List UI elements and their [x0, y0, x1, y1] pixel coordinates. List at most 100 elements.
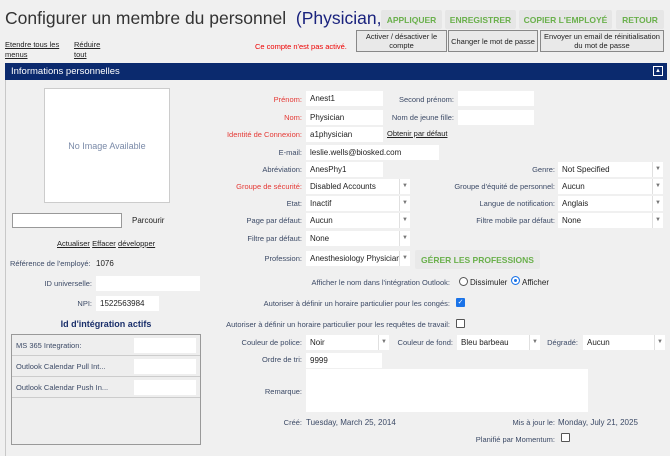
default-filter-value: None — [310, 234, 330, 243]
integration-input[interactable] — [134, 380, 196, 395]
chevron-down-icon: ▼ — [529, 335, 540, 350]
updated-value: Monday, July 21, 2025 — [558, 418, 638, 427]
outlook-label: Afficher le nom dans l'intégration Outlo… — [311, 278, 450, 287]
employee-ref-value: 1076 — [96, 259, 114, 268]
universal-id-label: ID universelle: — [44, 279, 92, 288]
notif-lang-label: Langue de notification: — [479, 199, 555, 208]
chevron-down-icon: ▼ — [652, 213, 663, 228]
font-color-value: Noir — [310, 338, 325, 347]
toggle-account-button[interactable]: Activer / désactiver le compte — [356, 30, 447, 52]
mobile-filter-select[interactable]: None ▼ — [558, 213, 663, 228]
font-color-select[interactable]: Noir ▼ — [306, 335, 389, 350]
gradient-value: Aucun — [587, 338, 610, 347]
chevron-down-icon: ▼ — [652, 179, 663, 194]
gender-value: Not Specified — [562, 165, 610, 174]
no-image-text: No Image Available — [68, 140, 146, 151]
momentum-checkbox[interactable] — [561, 433, 570, 442]
gender-select[interactable]: Not Specified ▼ — [558, 162, 663, 177]
first-name-input[interactable]: Anest1 — [306, 91, 383, 106]
expand-all-link[interactable]: Etendre tous les menus — [5, 40, 60, 59]
login-input[interactable]: a1physician — [306, 127, 383, 142]
default-filter-select[interactable]: None ▼ — [306, 231, 410, 246]
equity-group-select[interactable]: Aucun ▼ — [558, 179, 663, 194]
created-value: Tuesday, March 25, 2014 — [306, 418, 396, 427]
employee-ref-label: Référence de l'employé: — [10, 259, 91, 268]
divider — [5, 80, 6, 456]
chevron-down-icon: ▼ — [399, 196, 410, 211]
universal-id-input[interactable] — [96, 276, 200, 291]
section-header: Informations personnelles — [5, 63, 667, 80]
hide-radio-label: Dissimuler — [470, 278, 508, 287]
collapse-section-icon[interactable]: ▲ — [653, 66, 663, 76]
email-input[interactable]: leslie.wells@biosked.com — [306, 145, 439, 160]
remark-label: Remarque: — [264, 387, 302, 396]
profession-select[interactable]: Anesthesiology Physician ▼ — [306, 251, 410, 266]
abbrev-label: Abréviation: — [262, 165, 302, 174]
profession-label: Profession: — [264, 254, 302, 263]
state-select[interactable]: Inactif ▼ — [306, 196, 410, 211]
middle-name-input[interactable] — [458, 91, 534, 106]
font-color-label: Couleur de police: — [241, 338, 302, 347]
maiden-name-input[interactable] — [458, 110, 534, 125]
back-button[interactable]: RETOUR — [616, 10, 664, 29]
section-title: Informations personnelles — [11, 66, 120, 77]
chevron-down-icon: ▼ — [399, 213, 410, 228]
mobile-filter-value: None — [562, 216, 582, 225]
collapse-all-link[interactable]: Réduire tout — [74, 40, 101, 59]
last-name-input[interactable]: Physician — [306, 110, 383, 125]
work-schedule-checkbox[interactable] — [456, 319, 465, 328]
middle-name-label: Second prénom: — [398, 95, 454, 104]
first-name-label: Prénom: — [273, 95, 302, 104]
send-reset-email-button[interactable]: Envoyer un email de réinitialisation du … — [540, 30, 664, 52]
show-radio-label: Afficher — [522, 278, 549, 287]
mobile-filter-label: Filtre mobile par défaut: — [476, 216, 555, 225]
change-password-button[interactable]: Changer le mot de passe — [448, 30, 538, 52]
browse-button[interactable]: Parcourir — [132, 216, 165, 225]
sort-order-label: Ordre de tri: — [261, 355, 302, 364]
security-group-label: Groupe de sécurité: — [236, 182, 302, 191]
show-radio[interactable] — [511, 276, 520, 285]
state-value: Inactif — [310, 199, 332, 208]
remark-textarea[interactable] — [306, 369, 588, 412]
integration-row: MS 365 Integration: — [12, 335, 200, 356]
get-default-link[interactable]: Obtenir par défaut — [387, 129, 448, 138]
npi-input[interactable]: 1522563984 — [96, 296, 159, 311]
expand-link[interactable]: développer — [118, 239, 156, 248]
state-label: Etat: — [286, 199, 302, 208]
gradient-select[interactable]: Aucun ▼ — [583, 335, 665, 350]
clear-link[interactable]: Effacer — [92, 239, 116, 248]
manage-professions-button[interactable]: GÉRER LES PROFESSIONS — [415, 250, 540, 269]
created-label: Créé: — [283, 418, 302, 427]
integration-row: Outlook Calendar Push In... — [12, 377, 200, 398]
chevron-down-icon: ▼ — [652, 196, 663, 211]
security-group-select[interactable]: Disabled Accounts ▼ — [306, 179, 410, 194]
refresh-link[interactable]: Actualiser — [57, 239, 90, 248]
default-page-select[interactable]: Aucun ▼ — [306, 213, 410, 228]
integration-input[interactable] — [134, 359, 196, 374]
bg-color-label: Couleur de fond: — [397, 338, 453, 347]
leave-schedule-label: Autoriser à définir un horaire particuli… — [263, 299, 450, 308]
sort-order-input[interactable]: 9999 — [306, 353, 382, 368]
file-input[interactable] — [12, 213, 122, 228]
profile-photo: No Image Available — [44, 88, 170, 203]
chevron-down-icon: ▼ — [654, 335, 665, 350]
updated-label: Mis à jour le: — [512, 418, 555, 427]
integration-row: Outlook Calendar Pull Int... — [12, 356, 200, 377]
integration-input[interactable] — [134, 338, 196, 353]
abbrev-input[interactable]: AnesPhy1 — [306, 162, 383, 177]
notif-lang-select[interactable]: Anglais ▼ — [558, 196, 663, 211]
page-title: Configurer un membre du personnel (Physi… — [5, 8, 381, 29]
copy-employee-button[interactable]: COPIER L'EMPLOYÉ — [519, 10, 612, 29]
chevron-down-icon: ▼ — [378, 335, 389, 350]
bg-color-select[interactable]: Bleu barbeau ▼ — [457, 335, 540, 350]
integration-label: Outlook Calendar Push In... — [16, 383, 109, 392]
status-message: Ce compte n'est pas activé. — [255, 42, 347, 51]
employee-name: (Physician, Anest1) — [295, 8, 381, 28]
photo-links: Actualiser Effacer développer — [57, 239, 155, 249]
hide-radio[interactable] — [459, 277, 468, 286]
leave-schedule-checkbox[interactable]: ✓ — [456, 298, 465, 307]
save-button[interactable]: ENREGISTRER — [445, 10, 516, 29]
security-group-value: Disabled Accounts — [310, 182, 376, 191]
apply-button[interactable]: APPLIQUER — [381, 10, 442, 29]
chevron-down-icon: ▼ — [399, 179, 410, 194]
